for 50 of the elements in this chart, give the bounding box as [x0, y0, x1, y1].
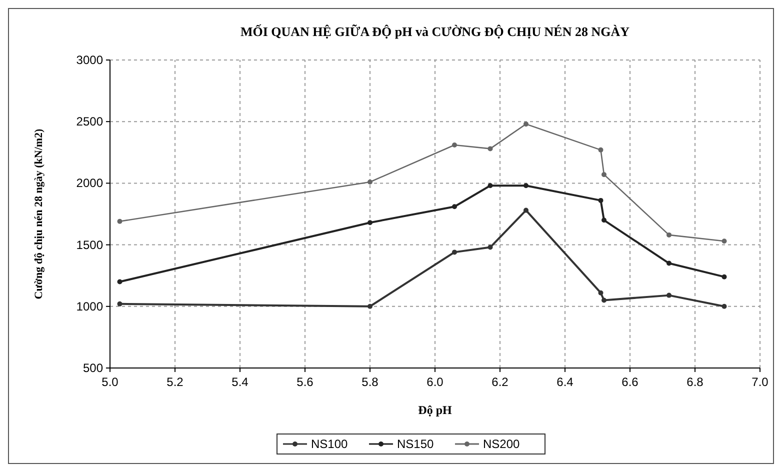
point	[368, 304, 372, 309]
point	[598, 198, 604, 203]
legend-label: NS200	[483, 437, 520, 451]
x-tick-label: 6.8	[686, 375, 704, 389]
point	[598, 290, 604, 296]
point	[452, 142, 457, 148]
point	[602, 298, 606, 303]
legend-label: NS100	[311, 437, 348, 451]
point	[368, 179, 372, 184]
point	[666, 292, 672, 298]
y-tick-label: 2000	[76, 176, 104, 190]
point	[488, 146, 493, 152]
y-tick-label: 1500	[76, 238, 104, 252]
point	[488, 244, 493, 250]
point	[524, 208, 528, 213]
point	[598, 147, 604, 152]
y-tick-label: 1000	[76, 299, 104, 314]
point	[722, 238, 727, 244]
x-tick-label: 5.2	[166, 375, 184, 389]
x-tick-label: 6.6	[622, 375, 639, 389]
point	[117, 279, 122, 284]
x-tick-label: 5.0	[102, 375, 119, 389]
point	[452, 250, 457, 255]
legend-label: NS150	[397, 437, 434, 451]
point	[602, 218, 606, 223]
y-axis-title: Cường độ chịu nén 28 ngày (kN/m2)	[33, 128, 45, 300]
point	[666, 232, 672, 238]
point	[722, 274, 727, 280]
point	[452, 204, 457, 210]
x-tick-label: 6.2	[492, 375, 509, 389]
point	[524, 122, 528, 127]
x-tick-label: 5.4	[232, 375, 249, 389]
x-tick-label: 7.0	[752, 375, 769, 389]
x-tick-label: 6.0	[426, 375, 444, 389]
point	[488, 183, 493, 188]
x-tick-label: 5.8	[362, 375, 379, 389]
chart-title: MỐI QUAN HỆ GIỮA ĐỘ pH và CƯỜNG ĐỘ CHỊU NÉN 28 NGÀY	[240, 24, 630, 39]
point	[524, 183, 528, 188]
x-tick-label: 6.4	[556, 375, 574, 389]
point	[117, 218, 122, 224]
y-tick-label: 2500	[76, 114, 104, 129]
y-tick-label: 500	[82, 361, 104, 375]
x-tick-label: 5.6	[296, 375, 314, 389]
point	[666, 260, 672, 266]
point	[602, 172, 606, 178]
x-axis-title: Độ pH	[418, 403, 452, 417]
point	[117, 301, 122, 306]
y-tick-label: 3000	[76, 53, 104, 67]
point	[722, 304, 727, 309]
point	[368, 220, 372, 226]
